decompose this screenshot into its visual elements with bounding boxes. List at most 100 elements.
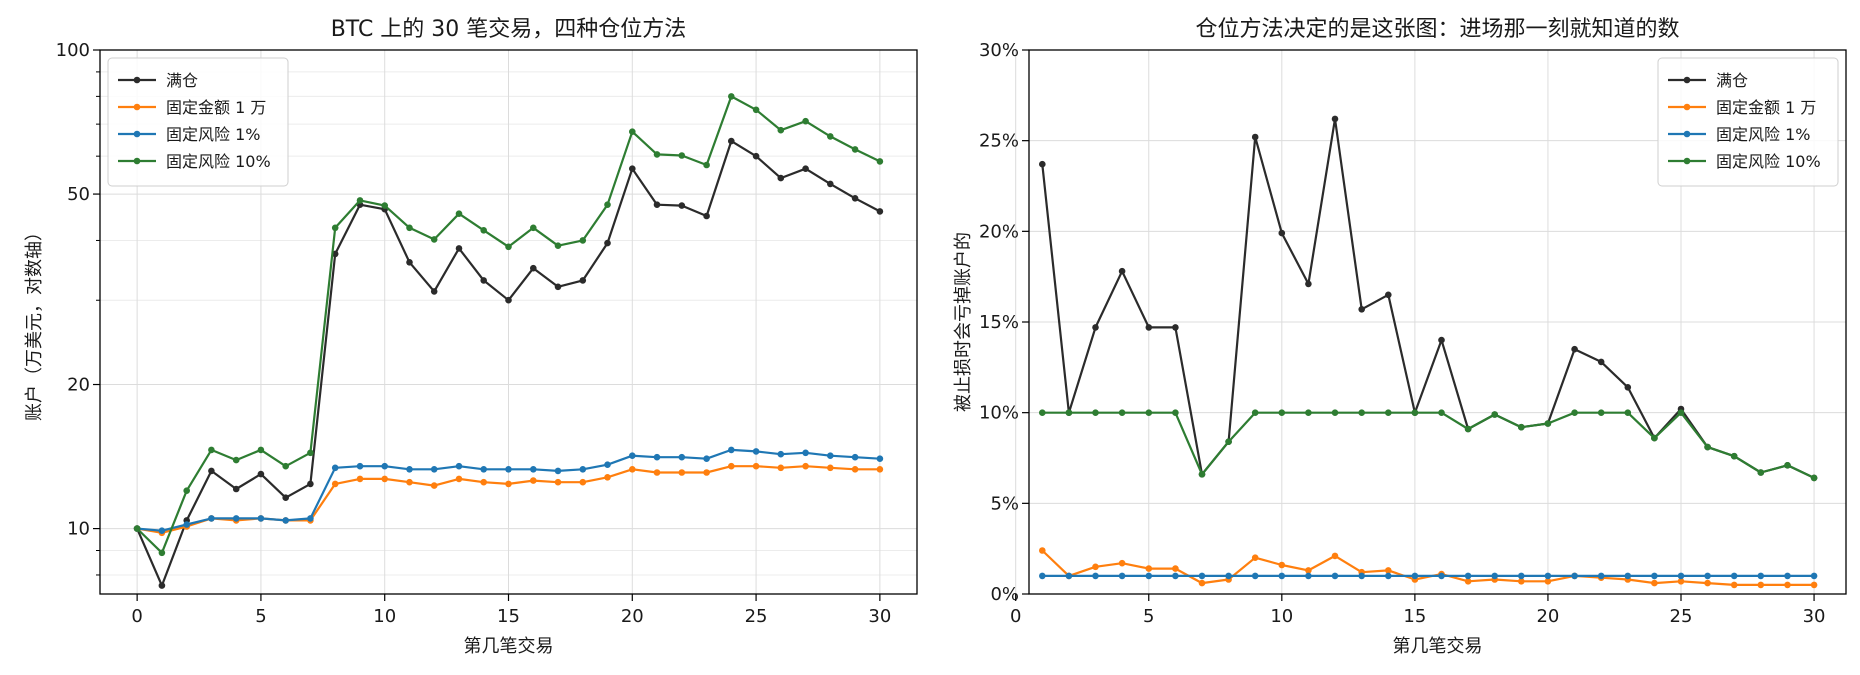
data-point	[629, 165, 636, 172]
data-point	[1464, 572, 1472, 580]
data-point	[827, 464, 834, 472]
data-point	[307, 480, 314, 488]
data-point	[133, 525, 141, 532]
legend-marker	[1683, 76, 1691, 84]
data-point	[579, 277, 587, 284]
data-point	[381, 462, 389, 470]
data-point	[1172, 324, 1179, 331]
data-point	[1331, 572, 1339, 580]
x-tick-label: 5	[1143, 606, 1154, 627]
data-point	[1385, 409, 1392, 417]
chart-title: BTC 上的 30 笔交易，四种仓位方法	[331, 17, 687, 42]
data-point	[1092, 324, 1099, 331]
data-point	[1624, 572, 1632, 580]
data-point	[1544, 572, 1552, 580]
data-point	[1118, 409, 1126, 417]
data-point	[505, 243, 512, 251]
data-point	[356, 462, 364, 470]
data-point	[703, 469, 710, 476]
data-point	[331, 224, 339, 232]
data-point	[1039, 547, 1046, 554]
data-point	[1092, 409, 1099, 417]
data-point	[1278, 229, 1286, 237]
data-point	[802, 165, 809, 172]
data-point	[1704, 572, 1711, 580]
data-point	[1677, 578, 1685, 585]
data-point	[307, 449, 314, 457]
data-point	[1651, 434, 1658, 442]
data-point	[1278, 572, 1286, 580]
data-point	[802, 449, 809, 457]
data-point	[331, 480, 339, 488]
data-point	[1172, 409, 1179, 417]
data-point	[579, 237, 587, 244]
data-point	[1225, 572, 1232, 580]
y-tick-label: 10	[67, 519, 90, 540]
data-point	[232, 456, 240, 464]
data-point	[604, 474, 611, 481]
x-axis-label: 第几笔交易	[464, 636, 554, 657]
data-point	[1518, 423, 1525, 431]
data-point	[505, 480, 512, 488]
data-point	[629, 466, 636, 473]
data-point	[430, 466, 438, 473]
data-point	[430, 288, 438, 295]
x-tick-label: 10	[1270, 606, 1293, 627]
data-point	[530, 477, 537, 484]
data-point	[1624, 384, 1632, 391]
data-point	[851, 453, 859, 461]
data-point	[1251, 554, 1259, 561]
data-point	[1305, 280, 1312, 288]
data-point	[480, 466, 488, 473]
data-point	[1704, 443, 1711, 451]
data-point	[208, 515, 215, 522]
x-tick-label: 10	[373, 606, 396, 627]
data-point	[653, 201, 661, 208]
data-point	[604, 461, 611, 469]
legend-marker	[1683, 130, 1691, 138]
data-point	[1411, 572, 1419, 580]
data-point	[307, 515, 314, 522]
legend-label: 满仓	[1716, 71, 1748, 90]
data-point	[1438, 572, 1445, 580]
data-point	[1305, 409, 1312, 417]
data-point	[1092, 572, 1099, 580]
data-point	[827, 133, 834, 140]
data-point	[158, 582, 166, 589]
legend-marker	[133, 103, 141, 111]
x-tick-label: 20	[1536, 606, 1559, 627]
data-point	[1065, 409, 1073, 417]
data-point	[1491, 572, 1498, 580]
data-point	[455, 245, 463, 252]
data-point	[752, 448, 760, 455]
legend-label: 满仓	[166, 71, 198, 90]
data-point	[455, 475, 463, 483]
data-point	[158, 527, 166, 534]
data-point	[728, 93, 735, 100]
data-point	[1251, 409, 1259, 417]
y-tick-label: 20	[67, 375, 90, 396]
data-point	[1597, 572, 1605, 580]
data-point	[430, 482, 438, 489]
legend-box	[107, 57, 289, 187]
legend-label: 固定金额 1 万	[1716, 98, 1816, 117]
data-point	[1757, 581, 1765, 589]
data-point	[1251, 133, 1259, 141]
y-tick-label: 10%	[979, 403, 1019, 424]
legend-marker	[1683, 103, 1691, 111]
data-point	[1597, 358, 1605, 366]
data-point	[876, 208, 884, 215]
data-point	[1704, 579, 1711, 587]
data-point	[1145, 409, 1153, 417]
data-point	[604, 239, 611, 247]
y-tick-label: 30%	[979, 40, 1019, 61]
data-point	[455, 462, 463, 470]
data-point	[158, 549, 166, 557]
data-point	[653, 469, 661, 476]
data-point	[1810, 581, 1818, 589]
data-point	[1677, 409, 1685, 417]
data-point	[678, 469, 686, 476]
data-point	[678, 453, 686, 461]
x-tick-label: 30	[1803, 606, 1826, 627]
data-point	[703, 161, 710, 169]
